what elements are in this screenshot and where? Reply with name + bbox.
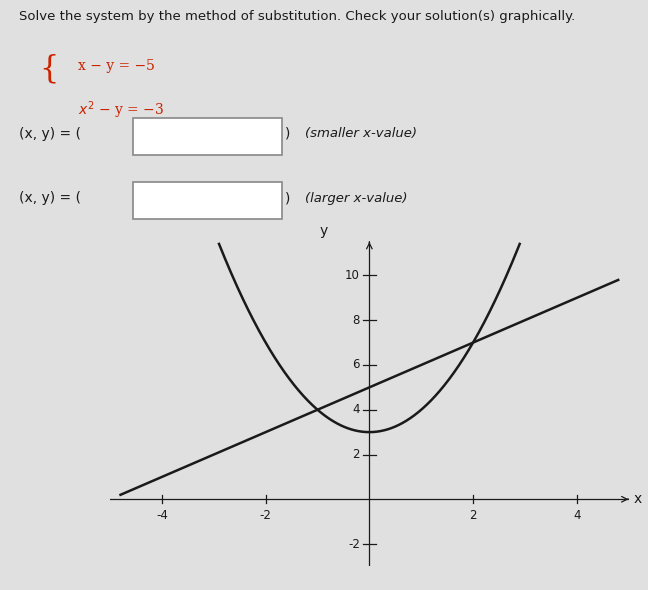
Text: 2: 2 (353, 448, 360, 461)
Text: -2: -2 (348, 537, 360, 550)
Text: 4: 4 (353, 403, 360, 416)
Text: 4: 4 (573, 509, 581, 522)
FancyBboxPatch shape (133, 182, 282, 219)
Text: Solve the system by the method of substitution. Check your solution(s) graphical: Solve the system by the method of substi… (19, 10, 575, 23)
Text: (x, y) = (: (x, y) = ( (19, 127, 82, 141)
Text: ): ) (285, 127, 290, 141)
Text: x: x (634, 492, 642, 506)
Text: 2: 2 (469, 509, 477, 522)
Text: (smaller x-value): (smaller x-value) (305, 127, 417, 140)
Text: (larger x-value): (larger x-value) (305, 192, 407, 205)
Text: 10: 10 (345, 269, 360, 282)
Text: x − y = −5: x − y = −5 (78, 60, 155, 74)
Text: ): ) (285, 191, 290, 205)
FancyBboxPatch shape (133, 118, 282, 155)
Text: y: y (320, 224, 328, 238)
Text: 6: 6 (353, 359, 360, 372)
Text: 8: 8 (353, 314, 360, 327)
Text: -4: -4 (156, 509, 168, 522)
Text: {: { (39, 54, 58, 85)
Text: -2: -2 (260, 509, 272, 522)
Text: $x^2$ − y = −3: $x^2$ − y = −3 (78, 99, 164, 121)
Text: (x, y) = (: (x, y) = ( (19, 191, 82, 205)
